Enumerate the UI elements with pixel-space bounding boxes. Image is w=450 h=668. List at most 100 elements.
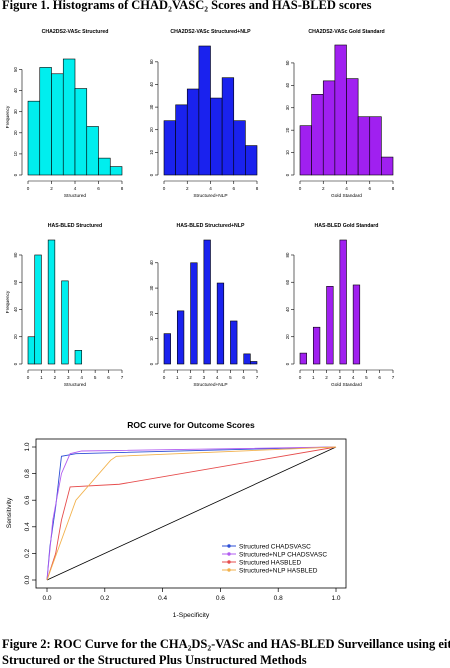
roc-y-tick-label: 0.8 — [24, 469, 31, 478]
roc-legend-label: Structured CHADSVASC — [239, 543, 311, 550]
x-tick-label: 1 — [312, 375, 315, 380]
y-tick-label: 20 — [13, 130, 18, 135]
histogram-bar — [334, 44, 347, 176]
y-tick-label: 20 — [285, 334, 290, 339]
roc-series-line — [46, 446, 337, 581]
x-tick-label: 2 — [189, 375, 192, 380]
histogram-bar — [86, 126, 99, 176]
histogram-bar — [346, 78, 359, 176]
x-axis-label: Structured+NLP — [193, 382, 227, 388]
x-axis-label: Structured+NLP — [193, 193, 227, 199]
x-tick-label: 2 — [54, 375, 57, 380]
y-tick-label: 40 — [13, 88, 18, 93]
roc-x-tick-label: 0.0 — [42, 595, 51, 602]
figure2-caption-line1: Figure 2: ROC Curve for the CHA₂DS₂-VASc… — [2, 637, 450, 651]
y-tick-label: 0 — [13, 173, 18, 176]
histogram-title: HAS-BLED Structured — [48, 223, 102, 229]
x-tick-label: 8 — [392, 186, 395, 191]
histogram-h2: CHA2DS2-VASc Structured+NLP 0 2 4 6 8 Structur… — [149, 29, 259, 199]
roc-x-tick-label: 0.4 — [158, 595, 167, 602]
x-tick-label: 5 — [229, 375, 232, 380]
histogram-bar — [311, 94, 324, 176]
x-tick-label: 7 — [121, 375, 124, 380]
x-axis-label: Gold Standard — [331, 382, 362, 388]
histogram-bar — [176, 310, 185, 365]
x-tick-label: 2 — [186, 186, 189, 191]
roc-legend-label: Structured+NLP CHADSVASC — [239, 551, 327, 558]
y-tick-label: 40 — [149, 260, 154, 265]
histogram-bar — [357, 116, 371, 176]
histogram-h1: CHA2DS2-VASc Structured 0 2 4 6 8 Structured 0 1… — [5, 29, 124, 199]
y-tick-label: 10 — [285, 150, 290, 155]
roc-series-line — [46, 446, 337, 581]
x-tick-label: 4 — [80, 375, 83, 380]
roc-legend-label: Structured+NLP HASBLED — [239, 567, 318, 574]
histogram-bar — [163, 120, 176, 176]
histogram-bar — [210, 97, 223, 176]
histogram-bar — [233, 120, 246, 176]
x-tick-label: 0 — [163, 375, 166, 380]
roc-legend-marker — [227, 544, 231, 548]
y-tick-label: 40 — [285, 82, 290, 87]
x-tick-label: 0 — [299, 186, 302, 191]
x-tick-label: 7 — [392, 375, 395, 380]
y-axis-label: Frequency — [5, 105, 11, 128]
x-axis-label: Gold Standard — [331, 193, 362, 199]
y-tick-label: 40 — [149, 81, 154, 86]
x-tick-label: 5 — [94, 375, 97, 380]
y-tick-label: 60 — [13, 279, 18, 284]
x-tick-label: 6 — [107, 375, 110, 380]
roc-x-tick-label: 0.8 — [274, 595, 283, 602]
x-tick-label: 3 — [339, 375, 342, 380]
x-tick-label: 1 — [176, 375, 179, 380]
histogram-title: CHA2DS2-VASc Structured+NLP — [170, 29, 251, 35]
roc-x-tick-label: 0.6 — [216, 595, 225, 602]
y-tick-label: 40 — [13, 306, 18, 311]
figure2-caption-line2: Structured or the Structured Plus Unstru… — [2, 653, 307, 667]
figure1-caption: Figure 1. Histograms of CHAD₂VASC₂ Score… — [2, 0, 372, 12]
y-tick-label: 80 — [285, 252, 290, 257]
roc-y-tick-label: 1.0 — [24, 442, 31, 451]
x-tick-label: 6 — [97, 186, 100, 191]
roc-x-tick-label: 0.2 — [100, 595, 109, 602]
y-tick-label: 50 — [149, 59, 154, 64]
histogram-bar — [230, 320, 238, 365]
x-tick-label: 0 — [163, 186, 166, 191]
x-axis-label: Structured — [64, 193, 86, 199]
roc-legend-label: Structured HASBLED — [239, 559, 301, 566]
histogram-title: CHA2DS2-VASc Structured — [42, 29, 109, 35]
y-tick-label: 50 — [13, 67, 18, 72]
y-tick-label: 20 — [149, 310, 154, 315]
roc-y-tick-label: 0.4 — [24, 522, 31, 531]
histogram-bar — [198, 45, 211, 176]
histogram-bar — [243, 353, 251, 365]
y-axis-label: Frequency — [5, 290, 11, 313]
histogram-bar — [326, 286, 334, 365]
y-tick-label: 80 — [13, 252, 18, 257]
y-tick-label: 0 — [285, 173, 290, 176]
histogram-h6: HAS-BLED Gold Standard 0 1 2 3 4 5 6 7 Gold Stand… — [285, 223, 395, 388]
histogram-bar — [312, 326, 321, 365]
y-tick-label: 30 — [149, 285, 154, 290]
roc-series-line — [46, 446, 337, 581]
histogram-h4: HAS-BLED Structured 0 1 2 3 4 5 6 7 Structured 0 20… — [5, 223, 124, 388]
histogram-bar — [74, 350, 83, 365]
y-tick-label: 30 — [13, 109, 18, 114]
y-tick-label: 0 — [285, 362, 290, 365]
histogram-bar — [61, 280, 69, 365]
histogram-bar — [245, 145, 258, 176]
roc-y-axis-label: Sensitivity — [6, 497, 13, 528]
x-axis-label: Structured — [64, 382, 86, 388]
y-tick-label: 50 — [285, 60, 290, 65]
x-tick-label: 4 — [345, 186, 348, 191]
histogram-h5: HAS-BLED Structured+NLP 0 1 2 3 4 5 6 7 Structure… — [149, 223, 259, 388]
roc-legend-marker — [227, 568, 231, 572]
x-tick-label: 6 — [368, 186, 371, 191]
histogram-bar — [381, 156, 394, 176]
histogram-bar — [339, 239, 347, 365]
histogram-bar — [299, 125, 312, 176]
histogram-bar — [34, 254, 42, 365]
y-tick-label: 30 — [285, 105, 290, 110]
y-tick-label: 20 — [13, 334, 18, 339]
